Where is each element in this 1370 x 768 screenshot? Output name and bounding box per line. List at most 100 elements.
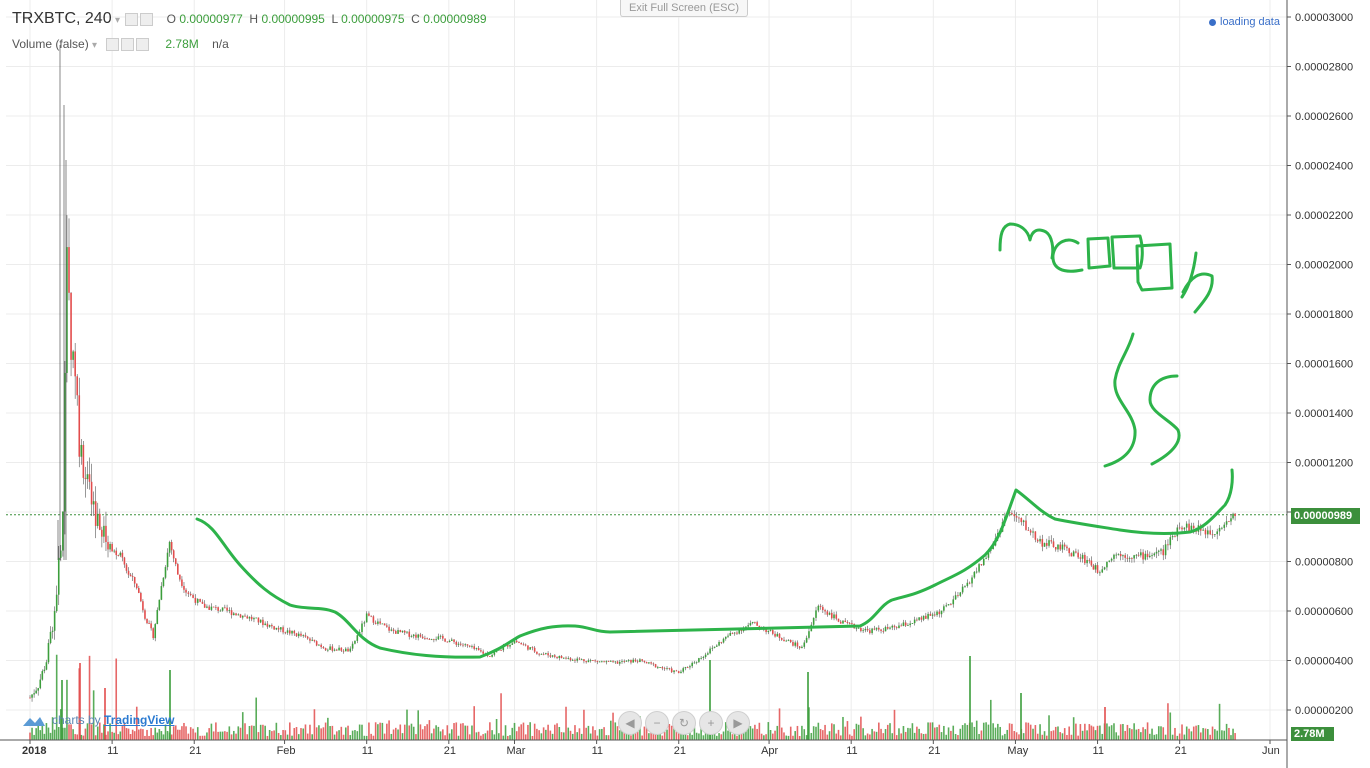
candle-body: [733, 632, 736, 634]
settings-icon[interactable]: [120, 38, 134, 52]
candle-body: [401, 630, 404, 633]
candle-body: [264, 623, 266, 626]
candle-body: [684, 667, 687, 669]
volume-bar: [370, 733, 372, 740]
volume-bar: [179, 729, 181, 740]
candle-body: [426, 638, 428, 640]
volume-bar: [435, 725, 437, 740]
candle-body: [740, 630, 743, 632]
volume-bar: [945, 734, 948, 740]
volume-bar: [1045, 735, 1048, 740]
candle-body: [291, 630, 293, 634]
candle-body: [833, 614, 835, 619]
eye-icon[interactable]: [125, 13, 139, 27]
volume-bar: [846, 721, 849, 740]
candle-body: [1041, 538, 1044, 547]
candle-body: [803, 642, 806, 647]
volume-bar: [700, 724, 702, 740]
eye-icon[interactable]: [105, 38, 119, 52]
volume-bar: [127, 728, 130, 740]
candle-body: [210, 606, 213, 610]
x-tick-label: 21: [189, 745, 201, 757]
volume-bar: [215, 722, 217, 740]
candle-body: [419, 634, 422, 637]
candle-body: [183, 585, 185, 590]
candle-body: [68, 247, 70, 293]
zoom-in-button[interactable]: +: [699, 711, 723, 735]
volume-bar: [792, 735, 794, 740]
volume-bar: [1207, 729, 1209, 740]
zoom-out-button[interactable]: −: [645, 711, 669, 735]
volume-bar: [442, 729, 444, 740]
volume-bar: [280, 735, 282, 740]
volume-bar: [1101, 733, 1104, 740]
volume-bar: [433, 728, 435, 740]
candle-body: [738, 630, 741, 634]
reset-button[interactable]: ↻: [672, 711, 696, 735]
annotation-text-stroke: [1148, 374, 1181, 466]
candle-body: [78, 395, 81, 457]
volume-bar: [556, 723, 558, 740]
volume-bar: [1126, 724, 1129, 740]
volume-bar: [336, 731, 338, 740]
volume-bar: [275, 722, 278, 740]
y-tick-label: 0.00001200: [1295, 458, 1353, 470]
candle-body: [138, 588, 140, 593]
volume-bar: [356, 731, 359, 740]
candle-body: [462, 644, 464, 646]
candle-body: [695, 661, 698, 663]
volume-bar: [174, 725, 177, 740]
chevron-down-icon[interactable]: ▾: [92, 40, 98, 51]
chevron-down-icon[interactable]: ▾: [114, 15, 120, 26]
candle-body: [103, 525, 105, 537]
volume-bar: [351, 730, 354, 740]
volume-bar: [450, 729, 453, 740]
candle-body: [262, 619, 264, 626]
candle-body: [805, 637, 808, 643]
candle-body: [397, 630, 399, 634]
candle-body: [618, 661, 621, 664]
candle-body: [587, 660, 590, 663]
volume-bar: [567, 727, 570, 740]
exit-fullscreen-button[interactable]: Exit Full Screen (ESC): [620, 0, 748, 17]
volume-bar: [96, 726, 99, 740]
tradingview-branding[interactable]: charts by TradingView: [22, 713, 175, 728]
scroll-left-button[interactable]: ◀: [618, 711, 642, 735]
candle-body: [444, 638, 446, 642]
volume-bar: [322, 727, 325, 740]
candle-body: [936, 611, 938, 616]
candle-body: [567, 658, 570, 659]
volume-bar: [794, 731, 797, 740]
volume-bar: [934, 727, 936, 740]
settings-icon[interactable]: [140, 13, 154, 27]
volume-bar: [395, 727, 397, 740]
tradingview-link[interactable]: TradingView: [104, 713, 175, 727]
candle-body: [311, 639, 313, 641]
candle-body: [363, 622, 366, 624]
volume-bar: [59, 709, 62, 740]
y-tick-label: 0.00001600: [1295, 359, 1353, 371]
candle-body: [57, 557, 60, 595]
volume-bar: [621, 728, 623, 740]
candle-body: [1075, 551, 1077, 553]
volume-bar: [1151, 728, 1153, 740]
candle-body: [682, 668, 685, 672]
candle-body: [500, 649, 502, 651]
volume-bar: [94, 735, 97, 740]
price-axis: 0.00003000 0.00002800 0.00002600 0.00002400…: [1286, 0, 1353, 768]
volume-bar: [313, 709, 316, 740]
candle-body: [648, 662, 650, 664]
candle-body: [527, 645, 529, 650]
volume-bar: [731, 734, 734, 740]
close-icon[interactable]: [135, 38, 149, 52]
volume-bar: [1133, 723, 1135, 740]
volume-bar: [383, 733, 386, 740]
volume-bar: [121, 726, 124, 740]
candle-body: [878, 627, 880, 630]
volume-bar: [760, 733, 763, 740]
scroll-right-button[interactable]: ▶: [726, 711, 750, 735]
candle-body: [206, 606, 208, 608]
volume-label[interactable]: Volume (false): [12, 37, 89, 51]
symbol-title[interactable]: TRXBTC, 240: [12, 10, 112, 27]
